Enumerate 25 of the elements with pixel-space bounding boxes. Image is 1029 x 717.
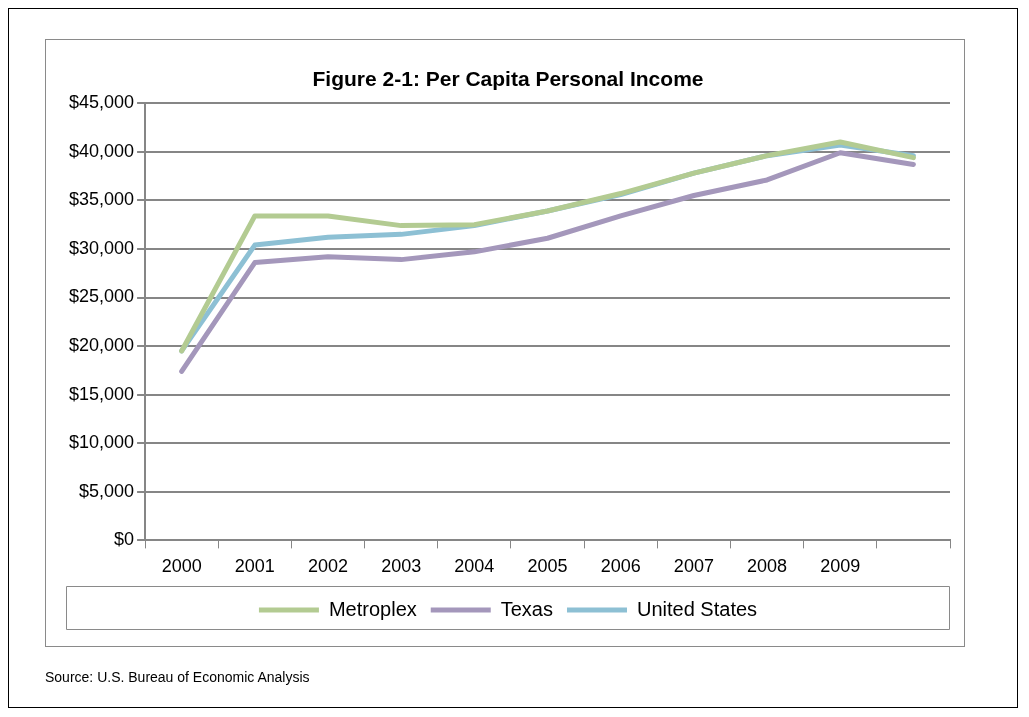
y-tick-label: $30,000 — [68, 237, 135, 258]
y-tick-label: $45,000 — [68, 92, 135, 113]
y-tick-label: $35,000 — [68, 189, 135, 210]
x-tick-label: 2007 — [673, 556, 714, 577]
y-tick-label: $10,000 — [68, 432, 135, 453]
y-tick-label: $25,000 — [68, 286, 135, 307]
x-tick-label: 2003 — [381, 556, 422, 577]
y-tick-label: $0 — [114, 529, 135, 550]
x-tick-label: 2009 — [820, 556, 861, 577]
y-tick-label: $40,000 — [68, 140, 135, 161]
source-note: Source: U.S. Bureau of Economic Analysis — [45, 669, 310, 685]
chart-title: Figure 2-1: Per Capita Personal Income — [312, 67, 704, 91]
x-tick-label: 2002 — [307, 556, 349, 577]
x-tick-label: 2006 — [600, 556, 641, 577]
y-tick-label: $20,000 — [68, 335, 135, 356]
x-tick-label: 2001 — [234, 556, 275, 577]
x-tick-label: 2000 — [161, 556, 202, 577]
legend-label: Metroplex — [328, 597, 417, 620]
legend-label: Texas — [500, 597, 553, 620]
y-tick-label: $15,000 — [68, 383, 135, 404]
legend-label: United States — [637, 597, 758, 620]
y-tick-label: $5,000 — [79, 480, 135, 501]
x-tick-label: 2008 — [747, 556, 788, 577]
x-tick-label: 2005 — [527, 556, 568, 577]
x-tick-label: 2004 — [454, 556, 495, 577]
